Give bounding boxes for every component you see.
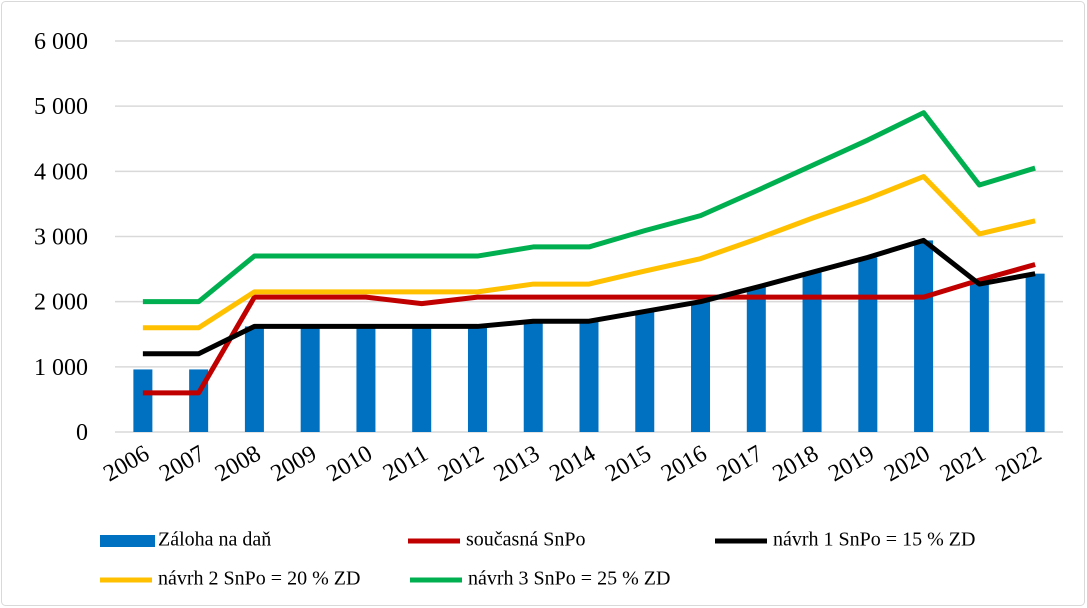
bar	[635, 311, 655, 432]
y-tick-label: 0	[76, 420, 88, 446]
legend-label: návrh 2 SnPo = 20 % ZD	[158, 568, 360, 590]
y-tick-label: 4 000	[34, 159, 88, 185]
legend-swatch	[100, 535, 155, 547]
bar	[244, 326, 264, 432]
line	[142, 237, 1036, 357]
bar	[523, 321, 543, 432]
bar	[914, 240, 934, 432]
legend-label: návrh 1 SnPo = 15 % ZD	[773, 529, 975, 551]
bar	[133, 369, 153, 432]
bar	[300, 326, 320, 432]
bar	[691, 301, 711, 432]
y-tick-label: 2 000	[34, 290, 88, 316]
bar	[467, 326, 487, 432]
line	[142, 174, 1036, 331]
line	[142, 110, 1036, 305]
bar	[356, 326, 376, 432]
y-tick-label: 6 000	[34, 29, 88, 55]
y-tick-label: 1 000	[34, 355, 88, 381]
bar	[412, 326, 432, 432]
legend-label: návrh 3 SnPo = 25 % ZD	[468, 568, 670, 590]
y-tick-label: 5 000	[34, 94, 88, 120]
bar	[802, 272, 822, 432]
y-tick-label: 3 000	[34, 225, 88, 251]
bar	[746, 287, 766, 432]
legend-label: Záloha na daň	[158, 529, 271, 551]
bar	[969, 284, 989, 432]
bar	[579, 321, 599, 432]
legend-label: současná SnPo	[466, 529, 585, 551]
line	[142, 262, 1036, 396]
bar	[1025, 273, 1045, 432]
bar	[858, 257, 878, 432]
